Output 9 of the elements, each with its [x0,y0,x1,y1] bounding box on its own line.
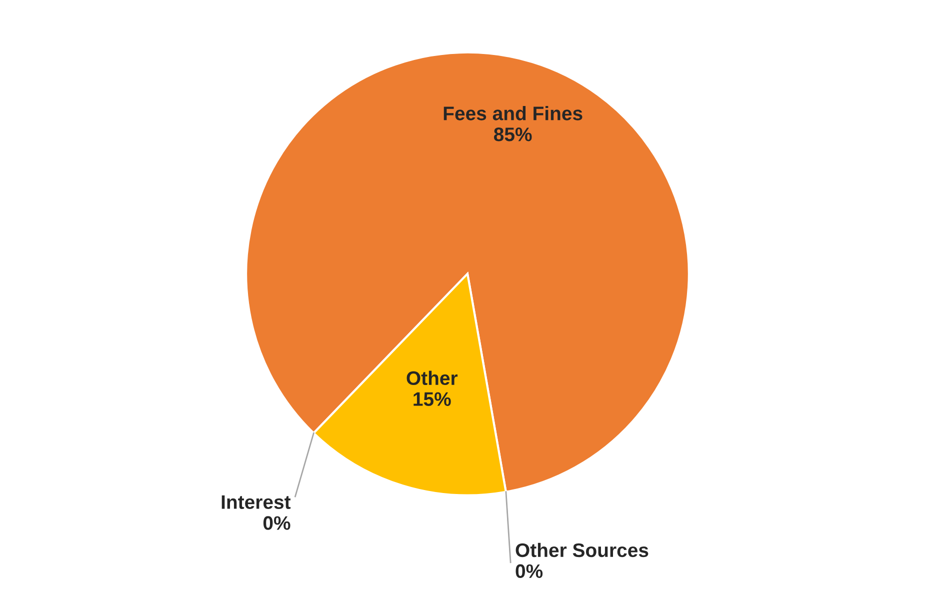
pie-slice [245,51,690,493]
slice-label: Other [406,370,458,386]
category-label: Other Sources [516,542,648,558]
slice-label: Fees and Fines [444,106,582,120]
data-label: 85% [494,128,532,142]
text: 0% [516,564,543,578]
category-label: Interest [222,495,291,509]
text: 0% [263,516,290,530]
data-label: 15% [414,392,451,406]
